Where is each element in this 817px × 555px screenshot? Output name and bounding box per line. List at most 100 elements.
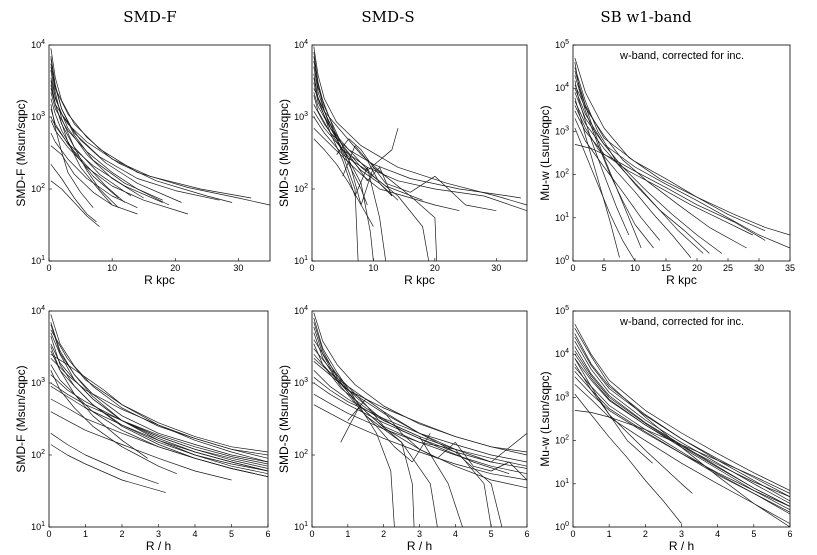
series-line-16 bbox=[50, 164, 97, 223]
x-axis-label: R kpc bbox=[144, 273, 175, 287]
series-line-16 bbox=[574, 358, 693, 494]
column-title-smd-f: SMD-F bbox=[123, 8, 176, 26]
series-line-11 bbox=[574, 127, 636, 261]
y-tick-label: 103 bbox=[555, 125, 569, 136]
series-line-14 bbox=[313, 358, 527, 467]
series-line-6 bbox=[50, 350, 268, 475]
x-tick-label: 1 bbox=[607, 529, 612, 539]
series-line-7 bbox=[313, 361, 527, 456]
series-line-2 bbox=[50, 332, 268, 467]
y-tick-label: 101 bbox=[31, 255, 45, 266]
series-line-9 bbox=[574, 376, 790, 507]
y-tick-label: 105 bbox=[555, 39, 569, 50]
series-line-9 bbox=[50, 108, 126, 203]
series-line-0 bbox=[313, 312, 527, 453]
y-tick-label: 104 bbox=[31, 305, 45, 316]
y-tick-label: 104 bbox=[294, 305, 308, 316]
y-tick-label: 102 bbox=[31, 183, 45, 194]
x-tick-label: 15 bbox=[661, 263, 671, 273]
x-tick-label: 3 bbox=[417, 529, 422, 539]
y-tick-label: 102 bbox=[294, 449, 308, 460]
series-line-12 bbox=[50, 411, 232, 481]
x-tick-label: 30 bbox=[233, 263, 243, 273]
series-group bbox=[50, 48, 270, 227]
x-tick-label: 30 bbox=[491, 263, 501, 273]
series-group bbox=[574, 323, 790, 527]
series-line-13 bbox=[574, 62, 642, 249]
x-tick-label: 6 bbox=[265, 529, 270, 539]
plot-frame bbox=[48, 310, 269, 528]
series-line-14 bbox=[574, 410, 790, 494]
x-tick-label: 1 bbox=[345, 529, 350, 539]
series-line-0 bbox=[50, 48, 270, 206]
series-line-15 bbox=[313, 377, 527, 463]
series-line-0 bbox=[574, 57, 790, 236]
series-line-11 bbox=[574, 393, 682, 524]
series-line-12 bbox=[313, 343, 510, 475]
series-line-3 bbox=[313, 332, 438, 527]
panel-annotation: w-band, corrected for inc. bbox=[619, 316, 744, 328]
y-tick-label: 102 bbox=[555, 435, 569, 446]
series-line-4 bbox=[574, 88, 723, 254]
series-line-9 bbox=[50, 374, 268, 469]
series-line-13 bbox=[313, 322, 527, 489]
y-tick-label: 100 bbox=[555, 255, 569, 266]
panel-sb-w1-kpc: 0 5 10 15 20 25 30 35 100 101 102 103 104 105 R kpc Mu-… bbox=[538, 39, 795, 287]
series-line-15 bbox=[313, 111, 527, 212]
x-tick-label: 0 bbox=[46, 263, 51, 273]
y-tick-label: 103 bbox=[31, 111, 45, 122]
series-line-17 bbox=[342, 145, 393, 197]
series-line-6 bbox=[313, 354, 503, 527]
y-tick-label: 104 bbox=[31, 39, 45, 50]
y-tick-label: 104 bbox=[555, 82, 569, 93]
x-tick-label: 4 bbox=[453, 529, 458, 539]
series-line-17 bbox=[50, 358, 268, 459]
x-tick-label: 35 bbox=[785, 263, 795, 273]
series-line-18 bbox=[50, 370, 177, 475]
x-tick-label: 6 bbox=[787, 529, 792, 539]
series-line-14 bbox=[50, 444, 166, 493]
x-tick-label: 5 bbox=[751, 529, 756, 539]
x-axis-label: R / h bbox=[146, 539, 171, 553]
series-line-10 bbox=[313, 127, 460, 212]
series-line-10 bbox=[50, 120, 189, 215]
y-tick-label: 101 bbox=[555, 212, 569, 223]
series-line-11 bbox=[313, 138, 374, 227]
series-line-6 bbox=[574, 97, 620, 258]
y-tick-label: 100 bbox=[555, 521, 569, 532]
x-tick-label: 5 bbox=[489, 529, 494, 539]
series-line-3 bbox=[50, 56, 163, 201]
series-line-13 bbox=[313, 56, 368, 206]
panel-smd-f-rh: 0 1 2 3 4 5 6 101 102 103 104 R / h SMD-F (Msun/sqpc… bbox=[14, 305, 271, 553]
series-line-15 bbox=[50, 63, 119, 208]
plot-frame bbox=[311, 44, 528, 262]
series-line-5 bbox=[574, 358, 790, 498]
y-tick-label: 103 bbox=[294, 377, 308, 388]
plot-frame bbox=[311, 310, 528, 528]
y-axis-label: SMD-F (Msun/sqpc) bbox=[14, 99, 28, 206]
x-tick-label: 10 bbox=[368, 263, 378, 273]
series-line-4 bbox=[50, 343, 268, 472]
x-tick-label: 3 bbox=[156, 529, 161, 539]
y-tick-label: 102 bbox=[555, 169, 569, 180]
series-group bbox=[313, 46, 527, 261]
x-tick-label: 20 bbox=[170, 263, 180, 273]
series-line-8 bbox=[50, 364, 268, 478]
series-line-16 bbox=[347, 398, 527, 481]
series-line-15 bbox=[574, 84, 747, 249]
series-line-5 bbox=[313, 348, 492, 527]
y-tick-label: 104 bbox=[555, 348, 569, 359]
y-axis-label: SMD-F (Msun/sqpc) bbox=[14, 365, 28, 472]
x-tick-label: 2 bbox=[119, 529, 124, 539]
x-tick-label: 6 bbox=[524, 529, 529, 539]
series-line-16 bbox=[50, 329, 268, 463]
series-line-0 bbox=[574, 323, 790, 491]
y-axis-label: Mu-w (Lsun/sqpc) bbox=[538, 371, 552, 466]
y-tick-label: 101 bbox=[555, 478, 569, 489]
series-line-11 bbox=[50, 398, 268, 478]
y-tick-label: 104 bbox=[294, 39, 308, 50]
series-line-7 bbox=[313, 95, 521, 199]
plot-frame bbox=[572, 310, 791, 528]
series-line-19 bbox=[50, 382, 268, 465]
series-line-10 bbox=[50, 386, 268, 472]
